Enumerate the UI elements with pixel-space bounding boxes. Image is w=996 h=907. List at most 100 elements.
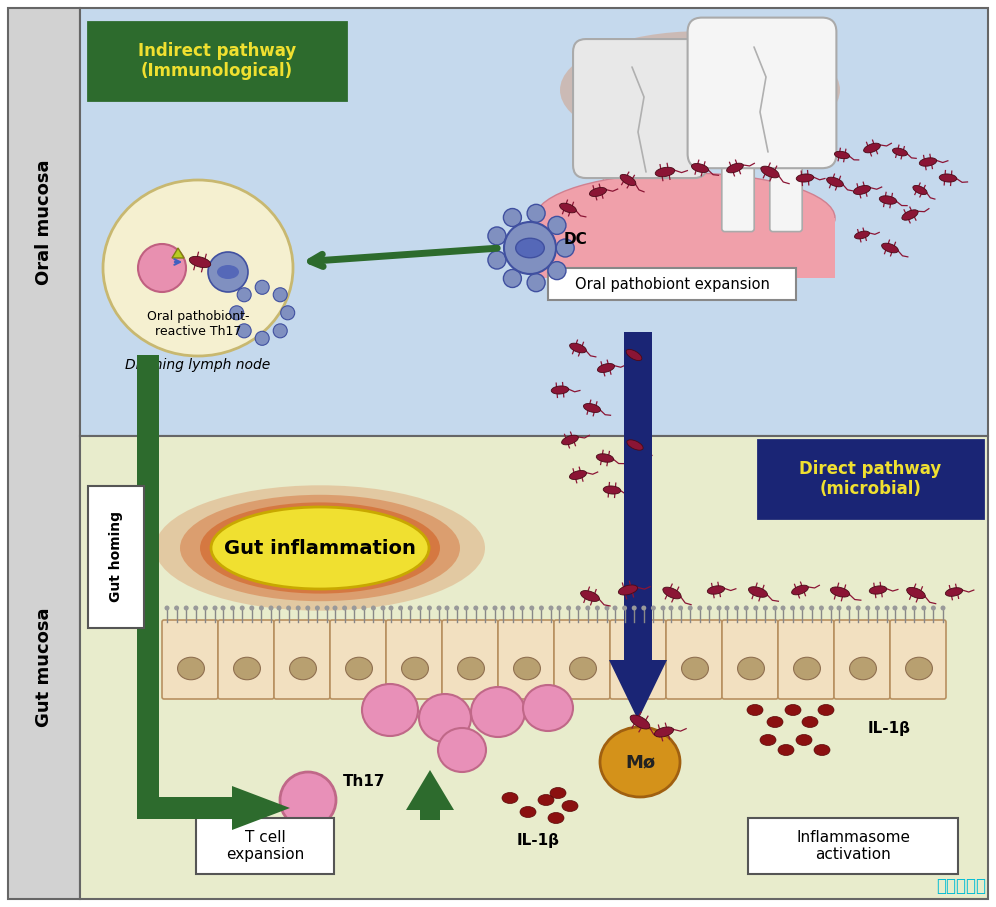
- Circle shape: [237, 288, 251, 302]
- Ellipse shape: [767, 717, 783, 727]
- Ellipse shape: [600, 52, 800, 128]
- Circle shape: [846, 606, 852, 610]
- Circle shape: [800, 606, 805, 610]
- Text: 热爱收录库: 热爱收录库: [936, 877, 986, 895]
- Ellipse shape: [502, 793, 518, 804]
- Ellipse shape: [211, 507, 429, 589]
- Ellipse shape: [550, 787, 566, 798]
- Circle shape: [286, 606, 291, 610]
- Text: IL-1β: IL-1β: [517, 833, 560, 847]
- Bar: [8, 8, 80, 899]
- Ellipse shape: [189, 257, 211, 268]
- Ellipse shape: [707, 586, 725, 594]
- Circle shape: [208, 252, 248, 292]
- Circle shape: [501, 606, 506, 610]
- Text: Oral mucosa: Oral mucosa: [35, 160, 53, 285]
- Circle shape: [255, 280, 269, 294]
- Circle shape: [164, 606, 169, 610]
- Circle shape: [510, 606, 515, 610]
- Circle shape: [492, 606, 497, 610]
- Ellipse shape: [457, 658, 484, 679]
- Ellipse shape: [290, 658, 317, 679]
- Ellipse shape: [681, 658, 708, 679]
- Circle shape: [273, 288, 287, 302]
- Ellipse shape: [562, 435, 579, 444]
- Circle shape: [605, 606, 610, 610]
- Ellipse shape: [233, 658, 260, 679]
- Circle shape: [529, 606, 534, 610]
- Ellipse shape: [597, 454, 614, 463]
- FancyBboxPatch shape: [890, 620, 946, 699]
- Circle shape: [237, 324, 251, 337]
- Circle shape: [707, 606, 712, 610]
- Circle shape: [454, 606, 459, 610]
- Circle shape: [473, 606, 478, 610]
- FancyBboxPatch shape: [604, 157, 633, 238]
- FancyBboxPatch shape: [646, 157, 676, 238]
- Ellipse shape: [778, 745, 794, 756]
- Ellipse shape: [560, 203, 577, 213]
- Circle shape: [773, 606, 778, 610]
- Circle shape: [884, 606, 889, 610]
- FancyBboxPatch shape: [666, 620, 722, 699]
- Ellipse shape: [562, 801, 578, 812]
- Text: Indirect pathway
(Immunological): Indirect pathway (Immunological): [137, 42, 296, 81]
- Ellipse shape: [520, 806, 536, 817]
- Circle shape: [503, 209, 521, 227]
- Ellipse shape: [180, 495, 460, 601]
- Circle shape: [892, 606, 897, 610]
- Ellipse shape: [630, 715, 649, 729]
- Circle shape: [280, 772, 336, 828]
- Ellipse shape: [438, 728, 486, 772]
- Circle shape: [539, 606, 544, 610]
- Circle shape: [380, 606, 385, 610]
- Circle shape: [687, 606, 692, 610]
- Ellipse shape: [854, 186, 871, 194]
- Circle shape: [622, 606, 627, 610]
- Polygon shape: [137, 355, 290, 830]
- Circle shape: [281, 306, 295, 320]
- Circle shape: [503, 269, 521, 288]
- FancyBboxPatch shape: [88, 22, 346, 100]
- FancyBboxPatch shape: [548, 268, 796, 300]
- Circle shape: [631, 606, 636, 610]
- Circle shape: [325, 606, 330, 610]
- Ellipse shape: [626, 440, 643, 450]
- Circle shape: [315, 606, 320, 610]
- Ellipse shape: [919, 158, 936, 166]
- Ellipse shape: [760, 735, 776, 746]
- Text: Th17: Th17: [343, 775, 385, 789]
- FancyBboxPatch shape: [748, 818, 958, 874]
- Circle shape: [362, 606, 367, 610]
- Ellipse shape: [580, 40, 820, 141]
- Ellipse shape: [818, 705, 834, 716]
- Ellipse shape: [625, 658, 652, 679]
- Circle shape: [193, 606, 198, 610]
- Circle shape: [940, 606, 945, 610]
- Circle shape: [488, 227, 506, 245]
- Circle shape: [613, 606, 618, 610]
- FancyBboxPatch shape: [610, 620, 666, 699]
- Circle shape: [255, 331, 269, 346]
- Ellipse shape: [103, 180, 293, 356]
- Ellipse shape: [796, 174, 814, 182]
- Ellipse shape: [598, 364, 615, 373]
- Ellipse shape: [538, 795, 554, 805]
- Circle shape: [866, 606, 871, 610]
- Polygon shape: [609, 332, 667, 720]
- Ellipse shape: [827, 177, 844, 187]
- Ellipse shape: [362, 684, 418, 736]
- Ellipse shape: [551, 386, 569, 394]
- Circle shape: [734, 606, 739, 610]
- Text: Mø: Mø: [624, 753, 655, 771]
- FancyBboxPatch shape: [687, 17, 837, 168]
- Circle shape: [220, 606, 225, 610]
- Circle shape: [333, 606, 338, 610]
- Text: Oral pathobiont-
reactive Th17: Oral pathobiont- reactive Th17: [146, 310, 249, 338]
- Circle shape: [138, 244, 186, 292]
- Ellipse shape: [619, 585, 637, 595]
- FancyBboxPatch shape: [162, 620, 218, 699]
- Circle shape: [557, 606, 562, 610]
- Circle shape: [660, 606, 665, 610]
- Text: IL-1β: IL-1β: [868, 720, 911, 736]
